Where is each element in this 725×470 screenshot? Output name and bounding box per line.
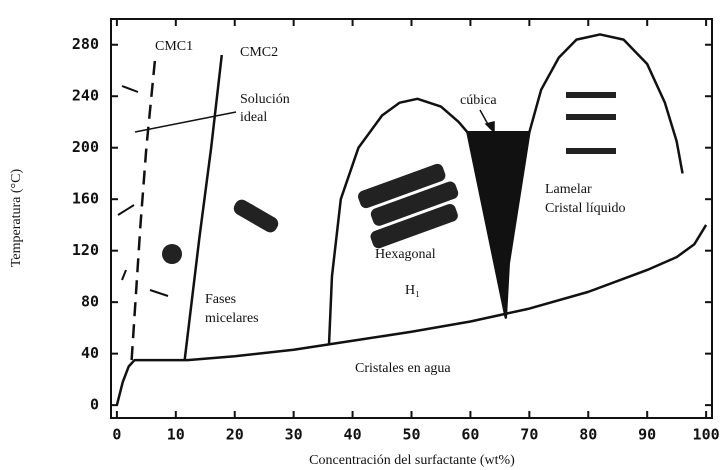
- annotation: Fases: [205, 292, 236, 307]
- chart: Concentración del surfactante (wt%) Temp…: [0, 0, 725, 470]
- annotation: ideal: [240, 110, 267, 125]
- y-tick-label: 0: [90, 396, 99, 414]
- y-tick-label: 240: [72, 87, 99, 105]
- y-tick-label: 280: [72, 35, 99, 53]
- x-axis-label: Concentración del surfactante (wt%): [309, 453, 515, 468]
- y-tick-label: 120: [72, 241, 99, 259]
- y-tick-label: 80: [81, 293, 99, 311]
- molecule-dashes: [118, 86, 168, 296]
- annotation: Lamelar: [545, 182, 592, 197]
- x-tick-label: 100: [693, 426, 720, 444]
- annotation: Cristales en agua: [355, 361, 451, 376]
- annotation: micelares: [205, 311, 259, 326]
- annotation: Cristal líquido: [545, 201, 626, 216]
- phase-region: [467, 132, 529, 317]
- x-tick-label: 40: [344, 426, 362, 444]
- x-tick-label: 90: [638, 426, 656, 444]
- pointer-arrows: [135, 110, 494, 132]
- x-tick-label: 0: [112, 426, 121, 444]
- x-tick-label: 50: [402, 426, 420, 444]
- x-tick-label: 60: [461, 426, 479, 444]
- phase-boundary: [132, 58, 156, 360]
- x-tick-label: 70: [520, 426, 538, 444]
- y-tick-label: 40: [81, 344, 99, 362]
- annotation: Hexagonal: [375, 247, 436, 262]
- annotation: cúbica: [460, 93, 497, 108]
- x-tick-label: 10: [167, 426, 185, 444]
- annotation: CMC1: [155, 39, 193, 54]
- x-tick-label: 20: [226, 426, 244, 444]
- y-tick-label: 200: [72, 138, 99, 156]
- y-tick-label: 160: [72, 190, 99, 208]
- x-tick-label: 80: [579, 426, 597, 444]
- annotation: H₁: [405, 283, 420, 298]
- x-tick-label: 30: [285, 426, 303, 444]
- y-axis-label: Temperatura (°C): [9, 169, 24, 268]
- annotation: Solución: [240, 92, 290, 107]
- annotation: CMC2: [240, 45, 278, 60]
- molecule-icons: [162, 92, 616, 264]
